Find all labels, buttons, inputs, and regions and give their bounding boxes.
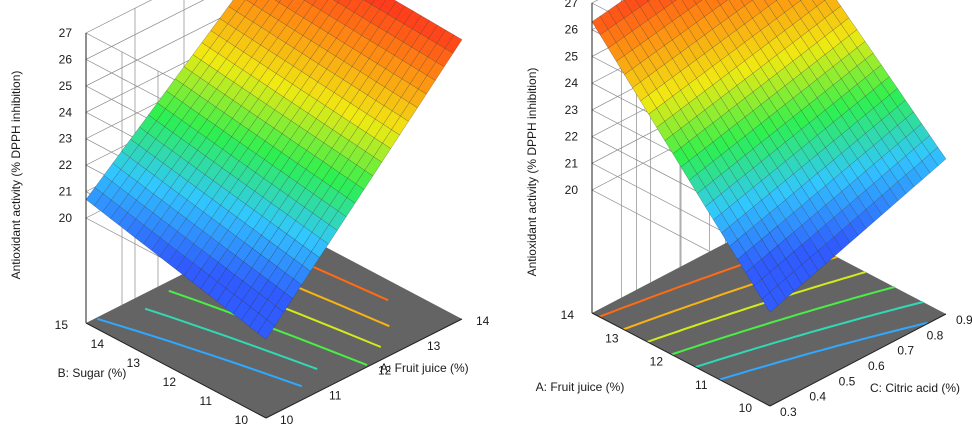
- x-tick-label: 0.3: [780, 405, 797, 419]
- contour-line: [144, 307, 318, 371]
- response-surface: [85, 0, 463, 340]
- z-tick-label: 27: [59, 26, 73, 40]
- y-tick-label: 14: [91, 337, 105, 351]
- axis-line: [769, 313, 947, 407]
- y-tick-label: 11: [200, 394, 213, 408]
- contour-line: [646, 271, 866, 343]
- response-surface: [591, 0, 947, 313]
- z-tick-label: 23: [565, 103, 579, 117]
- y-axis-label: B: Sugar (%): [58, 366, 127, 380]
- x-axis-label: A: Fruit juice (%): [380, 361, 469, 375]
- z-axis-label: Antioxidant activity (% DPPH inhibition): [525, 68, 539, 277]
- z-tick-label: 27: [565, 0, 579, 10]
- z-tick-label: 22: [59, 158, 73, 172]
- x-tick-label: 12: [378, 364, 392, 378]
- z-tick-label: 22: [565, 130, 579, 144]
- x-tick-label: 0.4: [809, 390, 826, 404]
- z-tick-label: 26: [59, 52, 73, 66]
- x-tick-label: 14: [476, 314, 490, 328]
- z-tick-label: 24: [59, 105, 73, 119]
- x-tick-label: 11: [329, 388, 342, 402]
- axis-frame: [591, 3, 947, 407]
- surface-cell: [761, 292, 779, 313]
- surface-plot-citric-acid-fruit-juice: 0.3 0.4 0.5 0.6 0.7 0.8 0.9 10 11 12 13 14 20 21 22 23 2…: [525, 0, 972, 419]
- surface-cell: [257, 319, 276, 340]
- x-tick-label: 0.9: [956, 313, 972, 327]
- z-tick-label: 24: [565, 76, 579, 90]
- y-tick-label: 12: [650, 355, 664, 369]
- z-tick-label: 23: [59, 132, 73, 146]
- y-tick-label: 10: [739, 401, 753, 415]
- axis-line: [591, 312, 771, 407]
- x-tick-label: 13: [427, 339, 441, 353]
- z-tick-label: 20: [565, 183, 579, 197]
- axis-line: [265, 318, 463, 419]
- x-axis-label: C: Citric acid (%): [870, 381, 960, 395]
- axis-frame: [85, 33, 463, 419]
- contour-line: [695, 301, 924, 368]
- z-tick-label: 20: [59, 211, 73, 225]
- y-tick-label: 14: [561, 308, 575, 322]
- y-tick-label: 15: [55, 318, 69, 332]
- contour-line: [719, 321, 928, 381]
- x-tick-label: 0.5: [839, 374, 856, 388]
- x-tick-label: 10: [280, 413, 294, 425]
- z-tick-label: 26: [565, 23, 579, 37]
- contour-line: [671, 286, 895, 356]
- contour-line: [97, 317, 303, 388]
- x-tick-label: 0.6: [868, 359, 885, 373]
- surface-plot-fruit-juice-sugar: 10 11 12 13 14 10 11 12 13 14 15 20 21 22 23 24 25 26 27 A:…: [9, 0, 490, 425]
- z-axis-label: Antioxidant activity (% DPPH inhibition): [9, 71, 23, 280]
- y-tick-label: 11: [695, 378, 708, 392]
- x-tick-label: 0.8: [927, 328, 944, 342]
- y-tick-label: 10: [235, 413, 249, 425]
- z-tick-label: 21: [565, 156, 579, 170]
- z-tick-label: 21: [59, 185, 73, 199]
- x-tick-label: 0.7: [897, 344, 914, 358]
- z-tick-label: 25: [565, 49, 579, 63]
- z-tick-label: 25: [59, 79, 73, 93]
- y-tick-label: 13: [127, 356, 141, 370]
- y-tick-label: 12: [163, 375, 177, 389]
- y-tick-label: 13: [605, 331, 619, 345]
- axis-line: [85, 322, 267, 419]
- y-axis-label: A: Fruit juice (%): [536, 380, 625, 394]
